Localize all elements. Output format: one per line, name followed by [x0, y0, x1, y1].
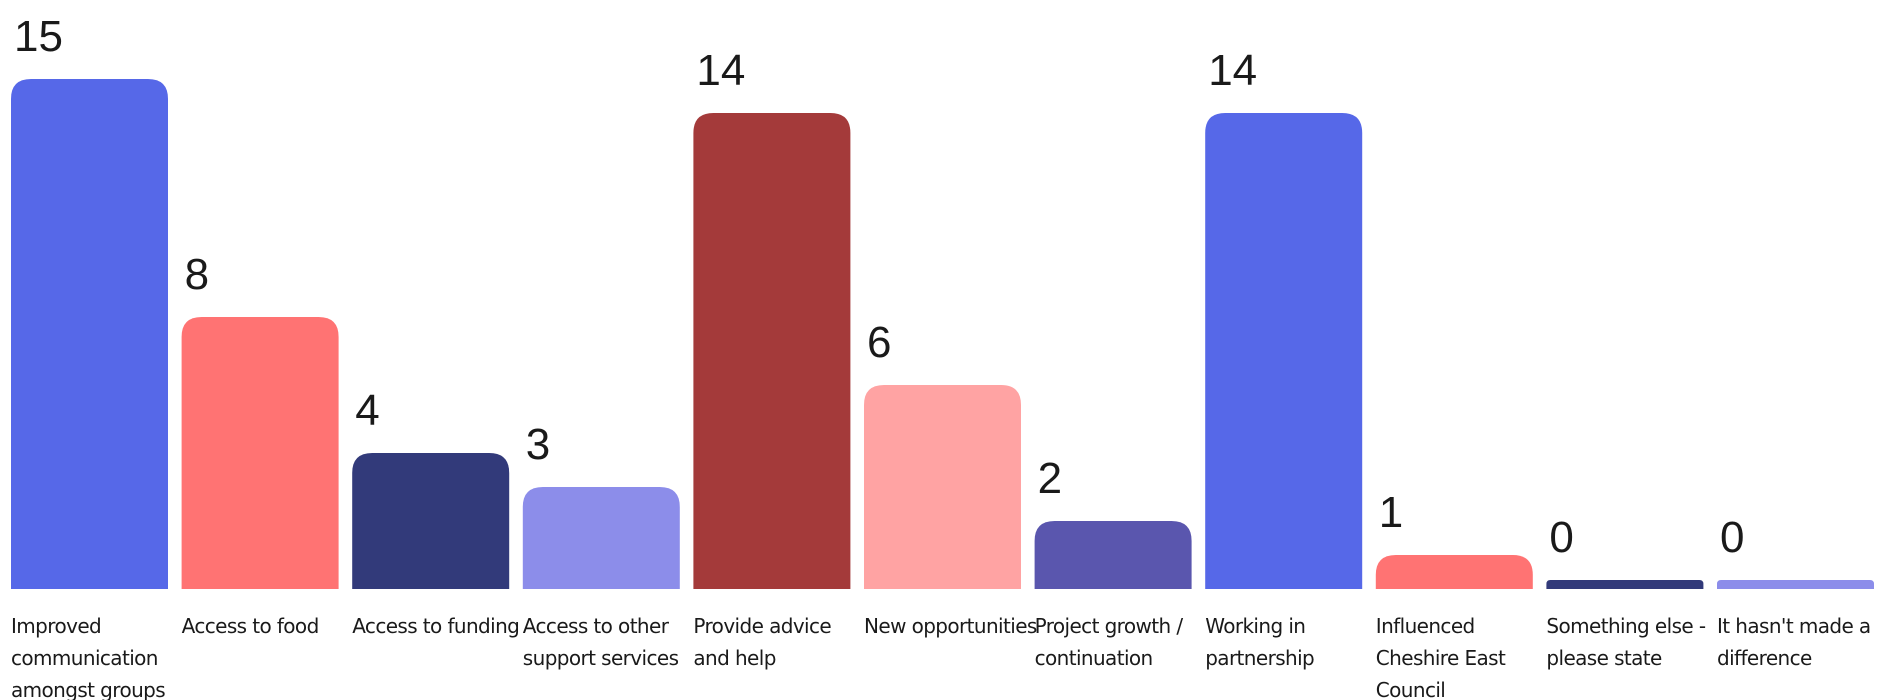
bars-group: [11, 79, 1874, 589]
value-label-3: 3: [526, 420, 550, 469]
value-label-0: 15: [14, 12, 63, 61]
category-label-4: Provide advice and help: [693, 614, 831, 670]
value-label-6: 2: [1038, 454, 1062, 503]
category-label-line: and help: [693, 646, 775, 670]
category-label-line: New opportunities: [864, 614, 1037, 638]
category-labels-group: Improved communication amongst groups Acces…: [11, 614, 1871, 700]
category-label-line: continuation: [1035, 646, 1153, 670]
value-labels-group: 15 8 4 3 14 6 2 14 1 0 0: [14, 12, 1744, 562]
category-label-line: Access to food: [182, 614, 319, 638]
bar-0: [11, 79, 168, 589]
category-label-6: Project growth / continuation: [1035, 614, 1184, 670]
value-label-10: 0: [1720, 513, 1744, 562]
value-label-7: 14: [1208, 46, 1257, 95]
bar-8: [1375, 555, 1533, 589]
category-label-line: please state: [1546, 646, 1662, 670]
category-label-line: Council: [1376, 678, 1445, 700]
category-label-line: Access to funding: [352, 614, 519, 638]
category-label-line: difference: [1717, 646, 1812, 670]
value-label-4: 14: [696, 46, 745, 95]
bar-1: [181, 317, 339, 589]
bar-3: [522, 487, 680, 589]
value-label-5: 6: [867, 318, 891, 367]
category-label-line: partnership: [1205, 646, 1314, 670]
bar-4: [693, 113, 851, 589]
category-label-2: Access to funding: [352, 614, 519, 638]
bar-10: [1717, 580, 1874, 589]
category-label-line: Provide advice: [693, 614, 831, 638]
category-label-line: Project growth /: [1035, 614, 1184, 638]
value-label-9: 0: [1549, 513, 1573, 562]
category-label-0: Improved communication amongst groups: [11, 614, 165, 700]
category-label-8: Influenced Cheshire East Council: [1376, 614, 1506, 700]
category-label-5: New opportunities: [864, 614, 1037, 638]
bar-5: [864, 385, 1021, 589]
value-label-2: 4: [355, 386, 379, 435]
value-label-1: 8: [185, 250, 209, 299]
category-label-line: Improved: [11, 614, 101, 638]
bar-2: [352, 453, 510, 589]
category-label-line: amongst groups: [11, 678, 165, 700]
bar-6: [1034, 521, 1192, 589]
category-label-10: It hasn't made a difference: [1717, 614, 1871, 670]
category-label-7: Working in partnership: [1205, 614, 1314, 670]
category-label-line: Influenced: [1376, 614, 1475, 638]
category-label-1: Access to food: [182, 614, 319, 638]
bar-7: [1205, 113, 1363, 589]
category-label-line: support services: [523, 646, 679, 670]
category-label-line: Access to other: [523, 614, 670, 638]
category-label-line: Working in: [1205, 614, 1305, 638]
category-label-line: Something else -: [1546, 614, 1705, 638]
category-label-line: It hasn't made a: [1717, 614, 1871, 638]
category-label-line: Cheshire East: [1376, 646, 1506, 670]
category-label-line: communication: [11, 646, 158, 670]
category-label-3: Access to other support services: [523, 614, 679, 670]
category-label-9: Something else - please state: [1546, 614, 1705, 670]
bar-9: [1546, 580, 1704, 589]
value-label-8: 1: [1379, 488, 1403, 537]
